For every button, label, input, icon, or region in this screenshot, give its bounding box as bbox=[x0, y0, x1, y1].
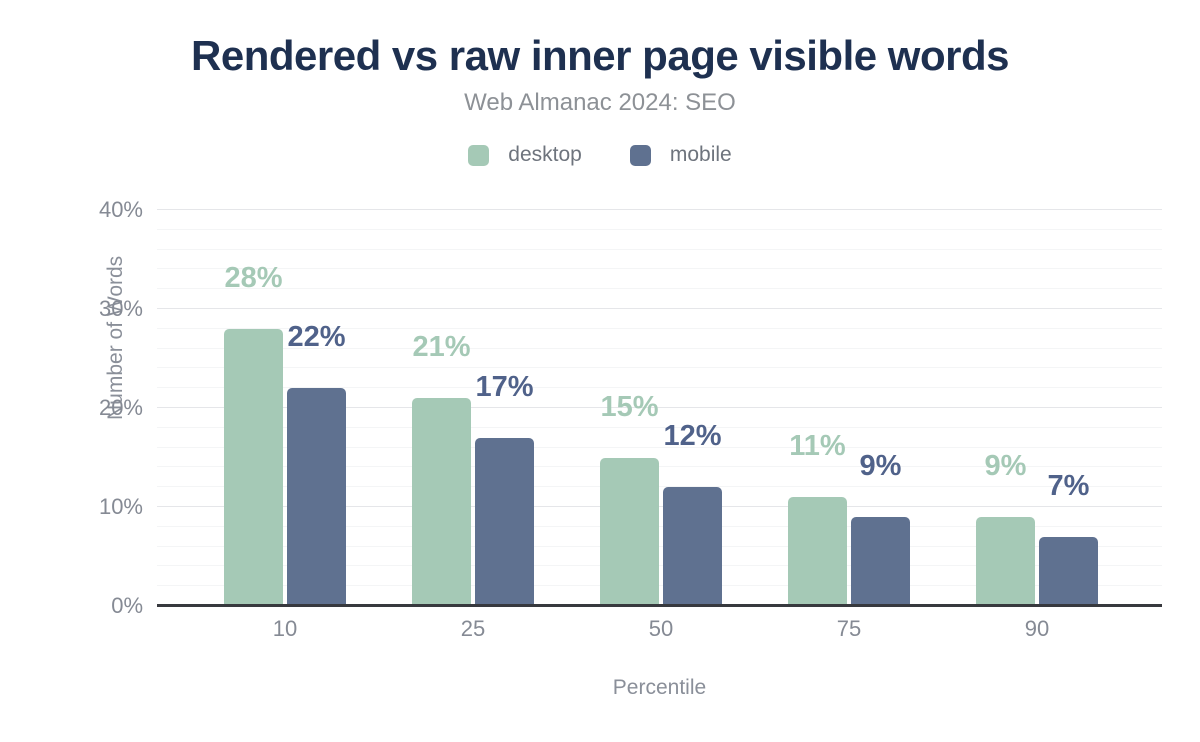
legend-label-desktop: desktop bbox=[508, 143, 582, 166]
bar-desktop-p25 bbox=[412, 398, 471, 606]
x-axis-line bbox=[157, 604, 1162, 607]
minor-gridline bbox=[157, 426, 1162, 428]
major-gridline bbox=[157, 506, 1162, 507]
bar-label-desktop-p10: 28% bbox=[224, 261, 283, 294]
x-tick-25: 25 bbox=[460, 616, 486, 641]
legend-label-mobile: mobile bbox=[669, 143, 732, 166]
legend-swatch-mobile-icon bbox=[629, 144, 651, 166]
y-tick-40pct: 40% bbox=[98, 197, 143, 222]
legend-item-mobile: mobile bbox=[629, 143, 732, 167]
bar-label-desktop-p90: 9% bbox=[984, 449, 1027, 482]
minor-gridline bbox=[157, 268, 1162, 270]
chart-title: Rendered vs raw inner page visible words bbox=[191, 32, 1009, 79]
legend: desktop mobile bbox=[0, 143, 1200, 167]
minor-gridline bbox=[157, 466, 1162, 468]
minor-gridline bbox=[157, 288, 1162, 290]
y-tick-30pct: 30% bbox=[98, 296, 143, 321]
bar-mobile-p90 bbox=[1039, 536, 1098, 606]
bar-desktop-p10 bbox=[224, 328, 283, 606]
y-tick-10pct: 10% bbox=[98, 494, 143, 519]
minor-gridline bbox=[157, 565, 1162, 567]
major-gridline bbox=[157, 308, 1162, 309]
minor-gridline bbox=[157, 486, 1162, 488]
y-tick-0pct: 0% bbox=[111, 593, 143, 618]
x-tick-90: 90 bbox=[1024, 616, 1050, 641]
bar-mobile-p50 bbox=[663, 487, 722, 606]
bar-label-desktop-p75: 11% bbox=[789, 430, 846, 463]
major-gridline bbox=[157, 209, 1162, 210]
minor-gridline bbox=[157, 585, 1162, 587]
minor-gridline bbox=[157, 248, 1162, 250]
x-tick-75: 75 bbox=[836, 616, 862, 641]
x-axis-ticks: 10 25 50 75 90 bbox=[157, 616, 1162, 642]
minor-gridline bbox=[157, 446, 1162, 448]
bar-desktop-p50 bbox=[600, 457, 659, 606]
bar-label-desktop-p25: 21% bbox=[412, 331, 471, 364]
bar-mobile-p75 bbox=[851, 516, 910, 606]
x-tick-10: 10 bbox=[272, 616, 298, 641]
bar-label-mobile-p10: 22% bbox=[287, 321, 346, 354]
bar-label-mobile-p25: 17% bbox=[475, 370, 534, 403]
major-gridline bbox=[157, 407, 1162, 408]
bar-label-desktop-p50: 15% bbox=[600, 390, 659, 423]
minor-gridline bbox=[157, 525, 1162, 527]
legend-swatch-desktop-icon bbox=[468, 144, 490, 166]
bar-mobile-p25 bbox=[475, 437, 534, 606]
bar-label-mobile-p50: 12% bbox=[663, 420, 722, 453]
minor-gridline bbox=[157, 367, 1162, 369]
y-tick-20pct: 20% bbox=[98, 395, 143, 420]
bar-mobile-p10 bbox=[287, 388, 346, 606]
x-axis-title: Percentile bbox=[612, 676, 707, 699]
minor-gridline bbox=[157, 228, 1162, 230]
chart-subtitle: Web Almanac 2024: SEO bbox=[464, 89, 736, 116]
bar-label-mobile-p90: 7% bbox=[1047, 469, 1090, 502]
minor-gridline bbox=[157, 545, 1162, 547]
plot-area: 28% 22% 21% 17% 15% 12% 11% 9% 9% 7% bbox=[157, 209, 1162, 607]
bar-desktop-p75 bbox=[788, 497, 847, 606]
bar-desktop-p90 bbox=[976, 516, 1035, 606]
minor-gridline bbox=[157, 347, 1162, 349]
legend-item-desktop: desktop bbox=[468, 143, 582, 167]
minor-gridline bbox=[157, 327, 1162, 329]
y-axis-ticks: 0% 10% 20% 30% 40% bbox=[0, 197, 143, 618]
bar-label-mobile-p75: 9% bbox=[859, 449, 902, 482]
x-tick-50: 50 bbox=[648, 616, 674, 641]
minor-gridline bbox=[157, 387, 1162, 389]
